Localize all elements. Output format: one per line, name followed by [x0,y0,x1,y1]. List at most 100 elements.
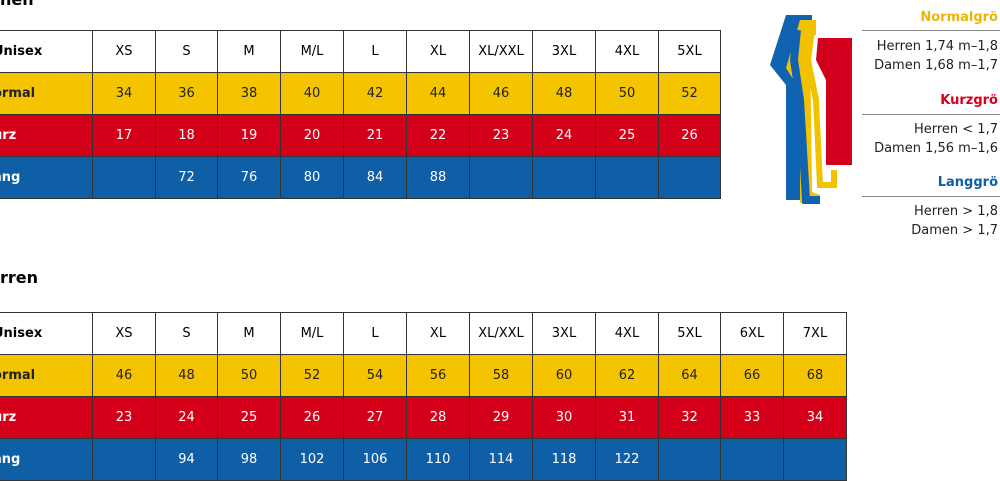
cell: 68 [783,354,847,397]
header-cell: 3XL [532,312,596,355]
header-cell: M/L [280,312,344,355]
header-cell: 3XL [532,30,596,73]
header-cell: S [155,30,218,73]
cell: 26 [280,396,344,439]
cell: 122 [595,438,659,481]
cell: 29 [469,396,533,439]
legend-title: Normalgrö [920,10,998,25]
cell [92,438,156,481]
cell: 18 [155,114,218,157]
cell: 118 [532,438,596,481]
cell: 46 [92,354,156,397]
cell [532,156,596,199]
cell: 94 [155,438,218,481]
cell: 84 [343,156,407,199]
pants-blue [770,15,812,200]
header-cell: 5XL [658,312,721,355]
cell: 26 [658,114,721,157]
header-cell: XS [92,30,156,73]
legend-line: Herren 1,74 m–1,8 [876,39,998,54]
cell: 27 [343,396,407,439]
header-cell: XL/XXL [469,30,533,73]
row-label: urz [0,396,93,439]
separator [862,30,1000,31]
row-label: ang [0,438,93,481]
cell: 52 [280,354,344,397]
cell: 21 [343,114,407,157]
cell: 110 [406,438,470,481]
cell: 64 [658,354,721,397]
cell [595,156,659,199]
header-cell: XS [92,312,156,355]
cell: 102 [280,438,344,481]
cell: 52 [658,72,721,115]
header-cell: XL/XXL [469,312,533,355]
cell: 19 [217,114,281,157]
header-cell: 6XL [720,312,784,355]
separator [862,196,1000,197]
cell: 46 [469,72,533,115]
header-cell: XL [406,30,470,73]
pants-red [816,38,852,165]
legend-title: Langgrö [937,175,998,190]
cell [720,438,784,481]
row-label: ang [0,156,93,199]
cell: 72 [155,156,218,199]
cell [658,156,721,199]
cell: 25 [595,114,659,157]
cell: 76 [217,156,281,199]
header-cell: 5XL [658,30,721,73]
cell: 42 [343,72,407,115]
cell: 33 [720,396,784,439]
legend-title: Kurzgrö [940,93,998,108]
cell [92,156,156,199]
cell: 56 [406,354,470,397]
cell: 24 [532,114,596,157]
legend-line: Herren > 1,8 [913,204,998,219]
cell: 17 [92,114,156,157]
cell: 25 [217,396,281,439]
cell: 24 [155,396,218,439]
cell: 38 [217,72,281,115]
header-cell: 7XL [783,312,847,355]
header-cell: S [155,312,218,355]
cell: 48 [532,72,596,115]
cell: 48 [155,354,218,397]
cell: 30 [532,396,596,439]
header-cell: M [217,30,281,73]
pants-yellow-edge [804,29,837,188]
cell: 106 [343,438,407,481]
legend-line: Herren < 1,7 [913,122,998,137]
cell: 50 [595,72,659,115]
cell: 22 [406,114,470,157]
header-cell: M/L [280,30,344,73]
cell: 36 [155,72,218,115]
cell: 60 [532,354,596,397]
cell: 34 [92,72,156,115]
header-cell: 4XL [595,312,659,355]
cell [469,156,533,199]
legend-line: Damen 1,56 m–1,6 [874,141,998,156]
cell: 66 [720,354,784,397]
cell: 28 [406,396,470,439]
header-cell: Unisex [0,312,93,355]
header-cell: L [343,30,407,73]
row-label: ormal [0,354,93,397]
legend-line: Damen > 1,7 [911,223,998,238]
row-label: urz [0,114,93,157]
header-cell: Unisex [0,30,93,73]
cell: 80 [280,156,344,199]
pants-blue-edge [789,29,820,204]
cell: 58 [469,354,533,397]
cell: 54 [343,354,407,397]
table-title: nen [0,0,34,9]
cell: 20 [280,114,344,157]
cell: 114 [469,438,533,481]
cell: 88 [406,156,470,199]
cell: 23 [92,396,156,439]
cell: 44 [406,72,470,115]
cell: 98 [217,438,281,481]
separator [862,114,1000,115]
